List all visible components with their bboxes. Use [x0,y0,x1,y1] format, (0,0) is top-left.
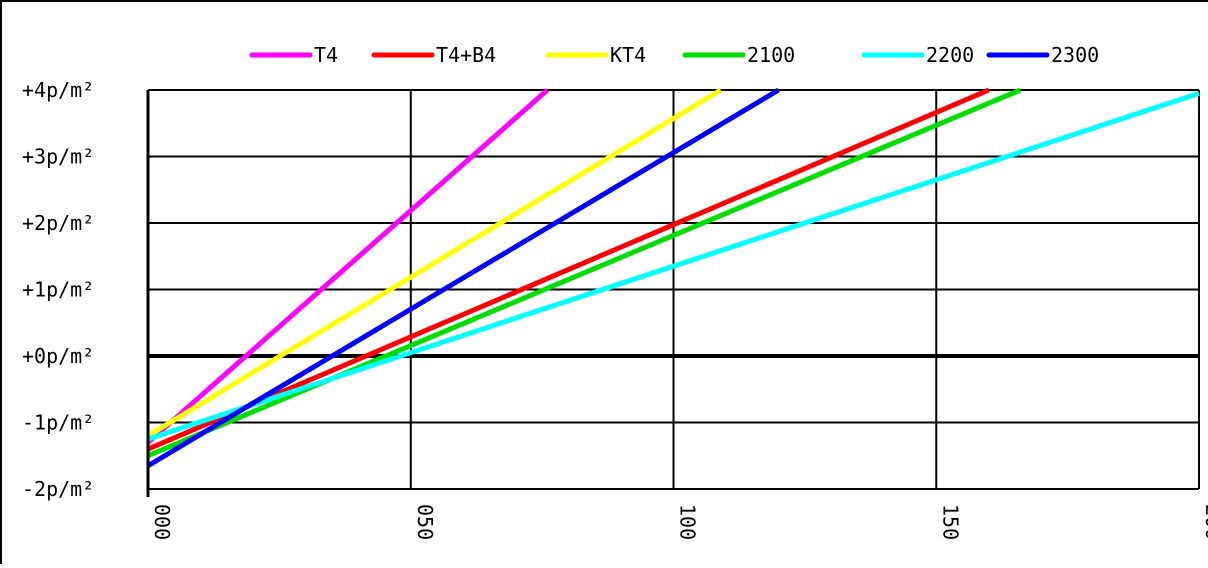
legend-item: T4+B4 [371,43,496,67]
y-tick-label: +0p/m² [22,344,94,368]
x-tick-label: 200 [1201,504,1208,540]
legend: T4 T4+B4 KT4 2100 2200 2300 [249,43,1099,67]
y-tick-label: +3p/m² [22,145,94,169]
legend-label: T4 [314,43,338,67]
legend-label: KT4 [610,43,646,67]
series-line-T4 [148,88,550,445]
legend-item: 2200 [861,43,974,67]
series-line-T4+B4 [148,88,990,452]
legend-label: 2100 [747,43,795,67]
legend-item: 2300 [986,43,1099,67]
series-line-2300 [148,88,780,468]
x-tick-label: 000 [150,504,174,540]
series-line-2100 [148,88,1022,459]
series-line-2200 [148,90,1200,442]
axes: +4p/m² +3p/m² +2p/m² +1p/m² +0p/m² -1p/m² -2p/… [22,78,1208,540]
legend-label: T4+B4 [436,43,496,67]
legend-item: 2100 [682,43,795,67]
y-tick-label: -1p/m² [22,411,94,435]
x-tick-label: 100 [676,504,700,540]
grid [147,89,1200,490]
y-tick-label: +4p/m² [22,78,94,102]
x-tick-label: 050 [413,504,437,540]
x-tick-label: 150 [938,504,962,540]
y-tick-label: +2p/m² [22,211,94,235]
series-line-KT4 [148,88,723,438]
y-tick-label: -2p/m² [22,477,94,501]
legend-item: KT4 [545,43,646,67]
legend-item: T4 [249,43,338,67]
legend-label: 2200 [926,43,974,67]
y-tick-label: +1p/m² [22,278,94,302]
legend-label: 2300 [1051,43,1099,67]
series-lines [148,88,1200,468]
